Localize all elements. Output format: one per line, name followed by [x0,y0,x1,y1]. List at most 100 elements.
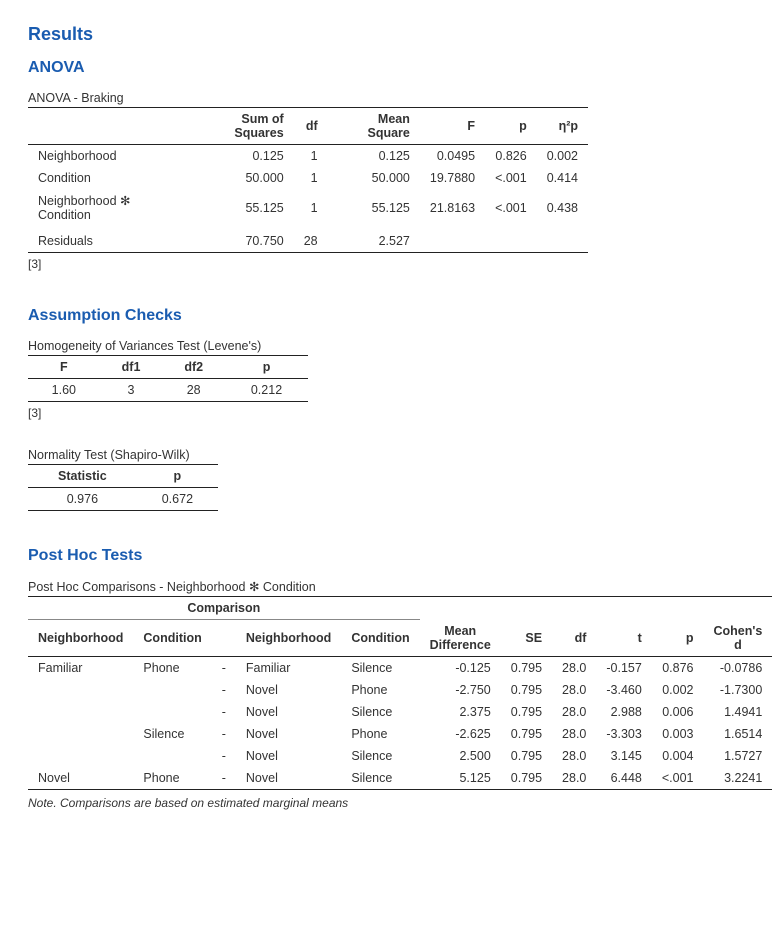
posthoc-cell: - [212,656,236,679]
posthoc-cell: 0.795 [501,701,552,723]
posthoc-cell: Phone [133,656,211,679]
posthoc-cell [133,745,211,767]
levene-header: F [28,356,100,379]
posthoc-cell: 28.0 [552,767,596,790]
anova-cell: 0.414 [537,167,588,189]
posthoc-cell [28,679,133,701]
posthoc-cell: 28.0 [552,723,596,745]
anova-cell: 1 [294,145,328,168]
anova-caption: ANOVA - Braking [28,91,754,105]
posthoc-cell [133,679,211,701]
posthoc-cell: Phone [341,679,419,701]
posthoc-cell: 0.003 [652,723,704,745]
posthoc-cell: -3.303 [596,723,651,745]
shapiro-cell: 0.672 [137,488,218,511]
anova-cell: 0.0495 [420,145,485,168]
posthoc-heading: Post Hoc Tests [28,547,754,565]
anova-cell: 1 [294,189,328,226]
anova-cell: Condition [28,167,186,189]
posthoc-header: Neighborhood [236,620,341,657]
results-heading: Results [28,24,754,45]
posthoc-cell: 0.795 [501,656,552,679]
levene-header: df1 [100,356,163,379]
posthoc-cell: Silence [341,767,419,790]
anova-residuals-cell: 2.527 [328,226,420,253]
posthoc-cell: 28.0 [552,701,596,723]
posthoc-cell: - [212,723,236,745]
posthoc-cell: 6.448 [596,767,651,790]
shapiro-table: Statistic p 0.976 0.672 [28,464,218,511]
posthoc-cell: 0.004 [652,745,704,767]
shapiro-cell: 0.976 [28,488,137,511]
posthoc-cell [28,701,133,723]
posthoc-header: p [652,620,704,657]
posthoc-cell: 3.2241 [703,767,772,790]
anova-table: Sum of Squares df Mean Square F p η²p Ne… [28,107,588,253]
levene-cell: 0.212 [225,379,308,402]
posthoc-table: Comparison Neighborhood Condition Neighb… [28,596,772,790]
posthoc-cell: 0.002 [652,679,704,701]
posthoc-cell: Novel [28,767,133,790]
anova-cell: 19.7880 [420,167,485,189]
posthoc-header: SE [501,620,552,657]
anova-cell: 21.8163 [420,189,485,226]
anova-heading: ANOVA [28,59,754,77]
posthoc-cell: 0.795 [501,679,552,701]
posthoc-cell: -0.157 [596,656,651,679]
posthoc-cell: 2.375 [420,701,501,723]
posthoc-cell: Novel [236,767,341,790]
anova-cell: 55.125 [328,189,420,226]
posthoc-cell: Phone [341,723,419,745]
posthoc-cell: Novel [236,745,341,767]
levene-cell: 1.60 [28,379,100,402]
posthoc-cell: -3.460 [596,679,651,701]
posthoc-cell [133,701,211,723]
anova-cell: 0.002 [537,145,588,168]
anova-cell: 1 [294,167,328,189]
anova-residuals-cell: 70.750 [186,226,294,253]
posthoc-cell: -2.750 [420,679,501,701]
anova-cell: Neighborhood [28,145,186,168]
assumption-heading: Assumption Checks [28,307,754,325]
anova-header: η²p [537,108,588,145]
posthoc-comparison-header: Comparison [28,597,420,620]
posthoc-cell: -0.125 [420,656,501,679]
anova-residuals-cell: 28 [294,226,328,253]
anova-cell: 55.125 [186,189,294,226]
anova-cell: 50.000 [328,167,420,189]
anova-header [28,108,186,145]
posthoc-cell: 0.006 [652,701,704,723]
anova-header: Sum of Squares [186,108,294,145]
posthoc-cell: 0.876 [652,656,704,679]
levene-cell: 28 [162,379,225,402]
posthoc-cell: 5.125 [420,767,501,790]
shapiro-header: Statistic [28,465,137,488]
posthoc-cell: 1.4941 [703,701,772,723]
posthoc-cell: Phone [133,767,211,790]
anova-cell: 0.826 [485,145,537,168]
posthoc-cell: Novel [236,701,341,723]
anova-header: Mean Square [328,108,420,145]
posthoc-cell: 2.988 [596,701,651,723]
anova-header: F [420,108,485,145]
levene-caption: Homogeneity of Variances Test (Levene's) [28,339,754,353]
levene-table: F df1 df2 p 1.60 3 28 0.212 [28,355,308,402]
posthoc-header: Cohen's d [703,620,772,657]
levene-header: p [225,356,308,379]
posthoc-cell: 0.795 [501,767,552,790]
posthoc-cell [28,745,133,767]
anova-cell: 0.125 [186,145,294,168]
posthoc-cell: - [212,745,236,767]
posthoc-note: Note. Comparisons are based on estimated… [28,796,754,810]
posthoc-cell: 1.6514 [703,723,772,745]
posthoc-header: t [596,620,651,657]
posthoc-cell: 1.5727 [703,745,772,767]
anova-cell: 0.438 [537,189,588,226]
posthoc-cell [28,723,133,745]
posthoc-cell: <.001 [652,767,704,790]
posthoc-cell: 28.0 [552,656,596,679]
anova-header: p [485,108,537,145]
posthoc-header: Condition [341,620,419,657]
posthoc-cell: - [212,679,236,701]
posthoc-cell: 0.795 [501,723,552,745]
